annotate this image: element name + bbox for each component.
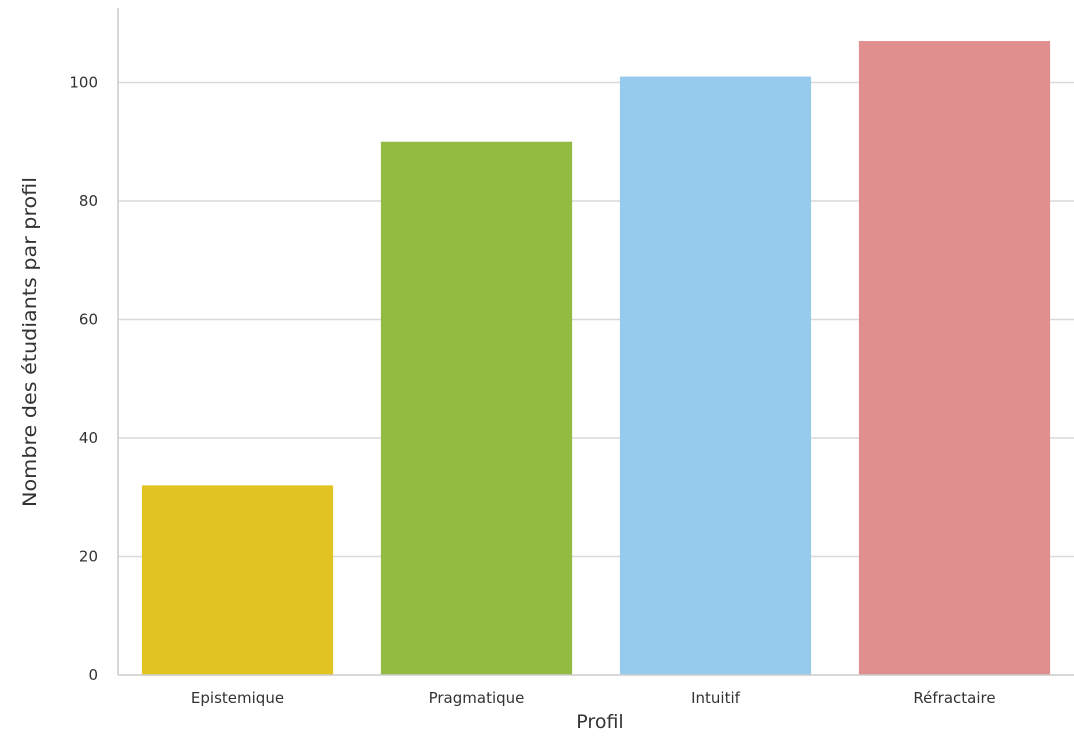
x-axis-title: Profil	[576, 711, 623, 733]
y-tick-label: 60	[79, 311, 98, 329]
x-tick-label: Intuitif	[691, 689, 741, 707]
x-tick-labels: Epistemique Pragmatique Intuitif Réfractair…	[191, 689, 996, 707]
bar	[858, 41, 1051, 675]
y-tick-label: 40	[79, 429, 98, 447]
y-tick-labels: 0 20 40 60 80 100	[69, 74, 98, 685]
bars	[141, 41, 1051, 675]
y-tick-label: 80	[79, 192, 98, 210]
y-axis-title: Nombre des étudiants par profil	[19, 177, 41, 507]
bar	[619, 76, 812, 675]
bar	[380, 141, 573, 675]
x-tick-label: Epistemique	[191, 689, 284, 707]
x-tick-label: Pragmatique	[429, 689, 525, 707]
y-tick-label: 100	[69, 74, 98, 92]
y-tick-label: 20	[79, 548, 98, 566]
y-tick-label: 0	[88, 666, 98, 684]
bar	[141, 485, 334, 675]
axes	[117, 8, 1074, 676]
x-tick-label: Réfractaire	[913, 689, 995, 707]
